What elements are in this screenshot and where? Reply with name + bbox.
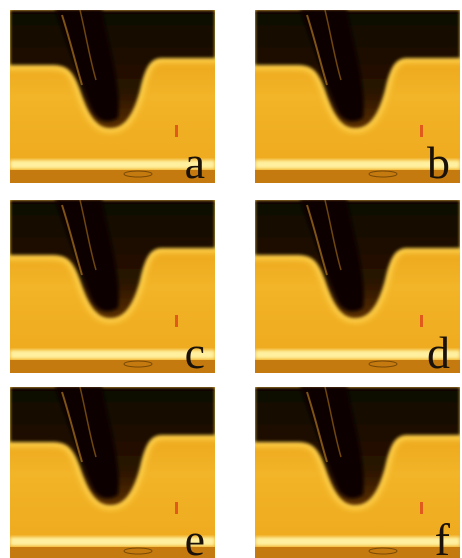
panel-label: b <box>427 137 450 188</box>
panel-label: c <box>185 327 205 378</box>
figure: a b c d e f <box>0 0 462 558</box>
panel-label: a <box>185 137 205 188</box>
panel-label: d <box>427 327 450 378</box>
panel-label: f <box>435 514 451 558</box>
panel-label: e <box>185 514 205 558</box>
page: {"panels": [{"label": "a"}, {"label": "b… <box>0 0 462 558</box>
micrograph <box>255 387 460 558</box>
